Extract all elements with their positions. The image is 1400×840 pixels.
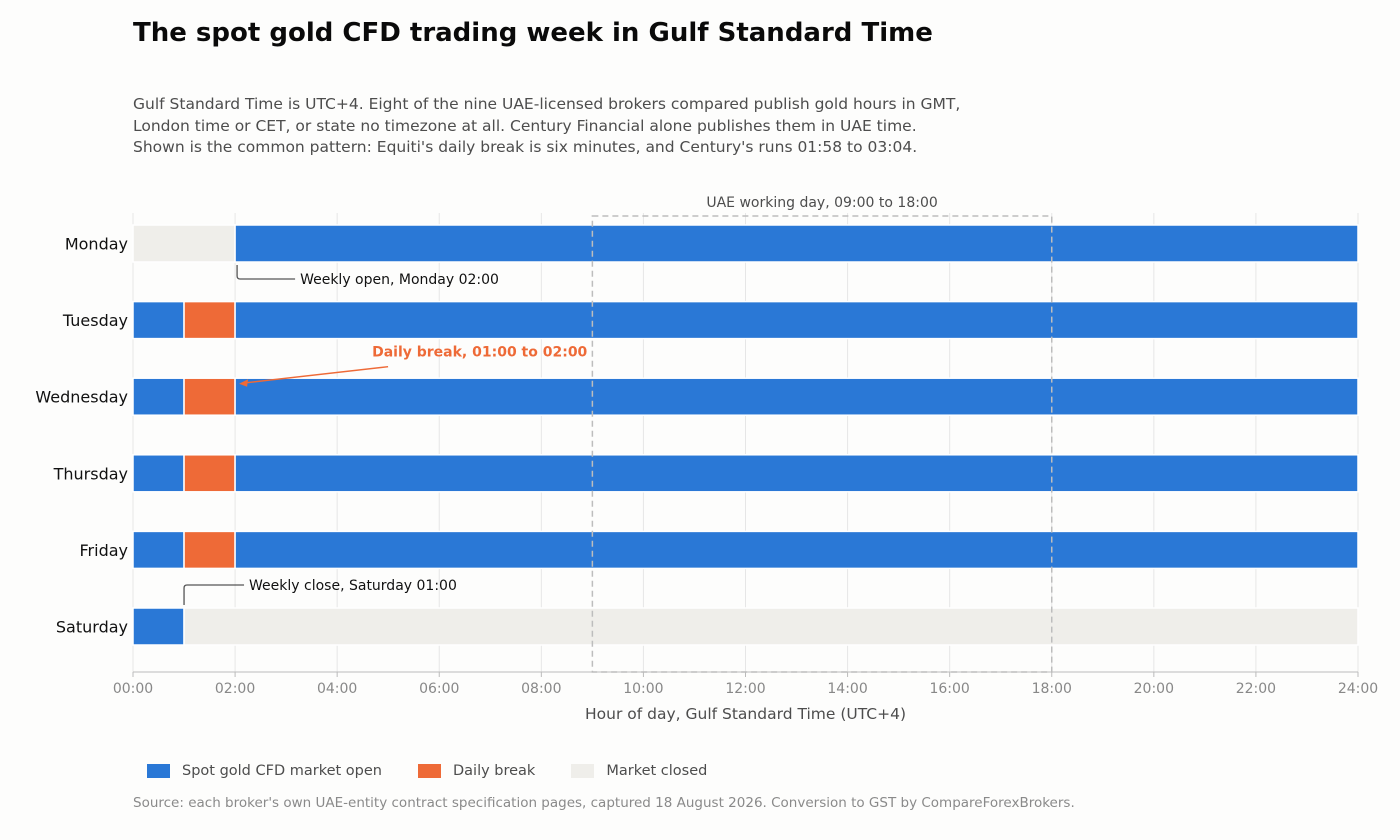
bar-open (132, 300, 185, 340)
bar-open (234, 300, 1359, 340)
bar-closed (183, 607, 1359, 646)
x-tick-label: 04:00 (317, 681, 357, 697)
bar-break (183, 454, 236, 493)
bar-open (132, 607, 185, 646)
x-tick-label: 12:00 (725, 681, 765, 697)
annotation-arrow-head (239, 379, 249, 387)
legend-label-open: Spot gold CFD market open (182, 763, 382, 779)
annotation-line (236, 265, 296, 280)
legend-item-break: Daily break (417, 763, 536, 779)
annotation-daily-break: Daily break, 01:00 to 02:00 (372, 345, 587, 361)
day-label: Monday (65, 235, 128, 254)
highlight-window (591, 215, 1053, 673)
bar-open (234, 224, 1359, 263)
x-tick-label: 00:00 (113, 681, 153, 697)
chart-legend: Spot gold CFD market open Daily break Ma… (147, 763, 743, 779)
x-tick-label: 16:00 (929, 681, 969, 697)
subtitle-line-1: Gulf Standard Time is UTC+4. Eight of th… (133, 95, 961, 113)
bar-open (234, 377, 1359, 416)
x-tick-label: 24:00 (1338, 681, 1378, 697)
bar-break (183, 300, 236, 340)
x-tick-label: 14:00 (827, 681, 867, 697)
gantt-chart: Monday Tuesday Wednesday Thursday Friday Satu… (35, 195, 1378, 723)
x-tick-label: 06:00 (419, 681, 459, 697)
annotation-weekly-close: Weekly close, Saturday 01:00 (249, 578, 457, 594)
day-label: Friday (80, 541, 129, 560)
legend-swatch-break (417, 764, 441, 778)
annotation-line (183, 584, 245, 605)
legend-item-closed: Market closed (571, 763, 707, 779)
bar-open (132, 530, 185, 570)
subtitle-line-3: Shown is the common pattern: Equiti's da… (133, 138, 918, 156)
x-tick-label: 08:00 (521, 681, 561, 697)
legend-item-open: Spot gold CFD market open (147, 763, 382, 779)
x-tick-label: 20:00 (1134, 681, 1174, 697)
x-tick-label: 22:00 (1236, 681, 1276, 697)
chart-subtitle: Gulf Standard Time is UTC+4. Eight of th… (133, 94, 1053, 159)
legend-swatch-open (147, 764, 170, 778)
bar-open (132, 377, 185, 416)
bar-break (183, 377, 236, 416)
day-label: Tuesday (62, 311, 128, 330)
x-tick-label: 10:00 (623, 681, 663, 697)
bar-open (132, 454, 185, 493)
legend-swatch-closed (571, 764, 595, 778)
bar-break (183, 530, 236, 570)
annotation-weekly-open: Weekly open, Monday 02:00 (300, 272, 499, 288)
annotation-arrow-line (244, 366, 389, 384)
source-note: Source: each broker's own UAE-entity con… (133, 795, 1075, 811)
bar-closed (132, 224, 236, 263)
day-label: Wednesday (35, 388, 128, 407)
x-tick-label: 02:00 (215, 681, 255, 697)
bar-open (234, 530, 1359, 570)
day-label: Thursday (53, 464, 128, 483)
day-label: Saturday (56, 618, 128, 637)
legend-label-break: Daily break (452, 763, 536, 779)
legend-label-closed: Market closed (606, 763, 708, 779)
bar-open (234, 454, 1359, 493)
chart-title: The spot gold CFD trading week in Gulf S… (133, 18, 933, 48)
highlight-window-label: UAE working day, 09:00 to 18:00 (706, 195, 937, 211)
x-axis-label: Hour of day, Gulf Standard Time (UTC+4) (585, 705, 906, 723)
subtitle-line-2: London time or CET, or state no timezone… (133, 116, 917, 135)
x-tick-label: 18:00 (1032, 681, 1072, 697)
